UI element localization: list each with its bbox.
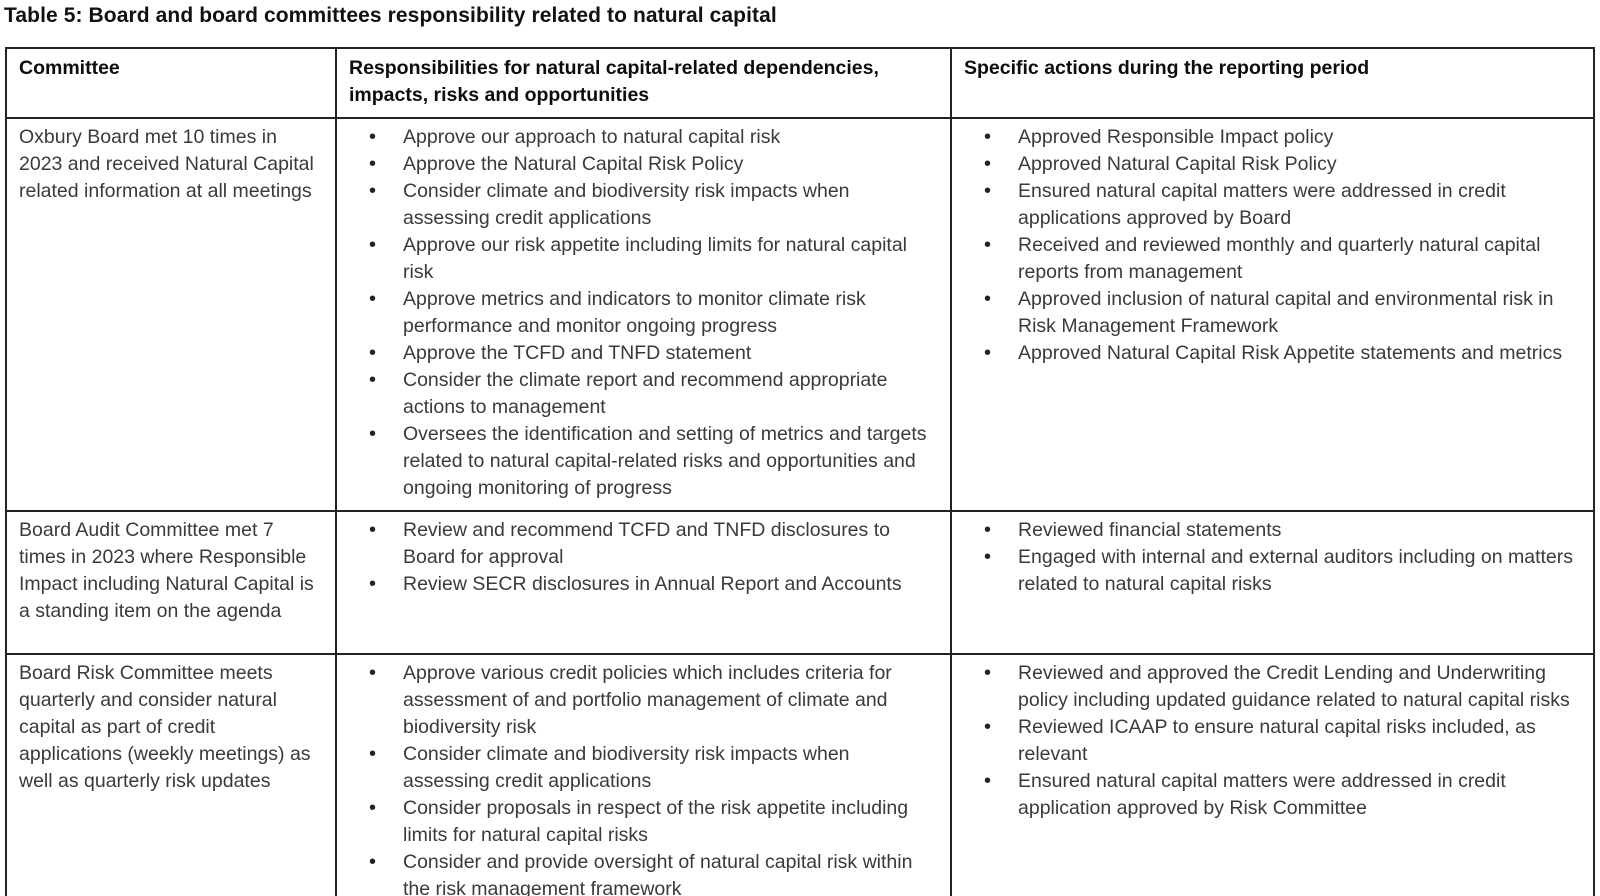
committee-cell: Board Audit Committee met 7 times in 202… [5, 510, 337, 655]
list-item: Approved Responsible Impact policy [978, 124, 1581, 151]
page-title: Table 5: Board and board committees resp… [4, 4, 777, 27]
list-item: Approve the Natural Capital Risk Policy [363, 151, 938, 178]
list-item: Ensured natural capital matters were add… [978, 178, 1581, 232]
list-item: Approve our approach to natural capital … [363, 124, 938, 151]
actions-cell: Reviewed financial statements Engaged wi… [950, 510, 1595, 655]
actions-cell: Reviewed and approved the Credit Lending… [950, 653, 1595, 896]
responsibilities-list: Approve our approach to natural capital … [349, 124, 938, 502]
actions-list: Reviewed financial statements Engaged wi… [964, 517, 1581, 598]
list-item: Ensured natural capital matters were add… [978, 768, 1581, 822]
list-item: Received and reviewed monthly and quarte… [978, 232, 1581, 286]
table-row: Oxbury Board met 10 times in 2023 and re… [5, 117, 1595, 512]
list-item: Approve metrics and indicators to monito… [363, 286, 938, 340]
header-responsibilities: Responsibilities for natural capital-rel… [335, 47, 952, 119]
list-item: Consider the climate report and recommen… [363, 367, 938, 421]
list-item: Consider climate and biodiversity risk i… [363, 178, 938, 232]
actions-list: Reviewed and approved the Credit Lending… [964, 660, 1581, 822]
responsibilities-list: Approve various credit policies which in… [349, 660, 938, 896]
header-committee: Committee [5, 47, 337, 119]
list-item: Engaged with internal and external audit… [978, 544, 1581, 598]
list-item: Consider and provide oversight of natura… [363, 849, 938, 896]
actions-list: Approved Responsible Impact policy Appro… [964, 124, 1581, 367]
list-item: Approve the TCFD and TNFD statement [363, 340, 938, 367]
table-row: Board Audit Committee met 7 times in 202… [5, 510, 1595, 655]
list-item: Approve various credit policies which in… [363, 660, 938, 741]
responsibilities-list: Review and recommend TCFD and TNFD discl… [349, 517, 938, 598]
header-row: Committee Responsibilities for natural c… [5, 47, 1595, 119]
responsibilities-cell: Approve our approach to natural capital … [335, 117, 952, 512]
list-item: Approved Natural Capital Risk Policy [978, 151, 1581, 178]
board-committees-table: Committee Responsibilities for natural c… [5, 47, 1595, 896]
table-row: Board Risk Committee meets quarterly and… [5, 653, 1595, 896]
list-item: Consider climate and biodiversity risk i… [363, 741, 938, 795]
list-item: Approved Natural Capital Risk Appetite s… [978, 340, 1581, 367]
list-item: Reviewed financial statements [978, 517, 1581, 544]
list-item: Reviewed and approved the Credit Lending… [978, 660, 1581, 714]
list-item: Reviewed ICAAP to ensure natural capital… [978, 714, 1581, 768]
list-item: Consider proposals in respect of the ris… [363, 795, 938, 849]
list-item: Review and recommend TCFD and TNFD discl… [363, 517, 938, 571]
responsibilities-cell: Approve various credit policies which in… [335, 653, 952, 896]
actions-cell: Approved Responsible Impact policy Appro… [950, 117, 1595, 512]
responsibilities-cell: Review and recommend TCFD and TNFD discl… [335, 510, 952, 655]
committee-cell: Oxbury Board met 10 times in 2023 and re… [5, 117, 337, 512]
committee-cell: Board Risk Committee meets quarterly and… [5, 653, 337, 896]
list-item: Approved inclusion of natural capital an… [978, 286, 1581, 340]
list-item: Review SECR disclosures in Annual Report… [363, 571, 938, 598]
list-item: Approve our risk appetite including limi… [363, 232, 938, 286]
header-specific-actions: Specific actions during the reporting pe… [950, 47, 1595, 119]
list-item: Oversees the identification and setting … [363, 421, 938, 502]
